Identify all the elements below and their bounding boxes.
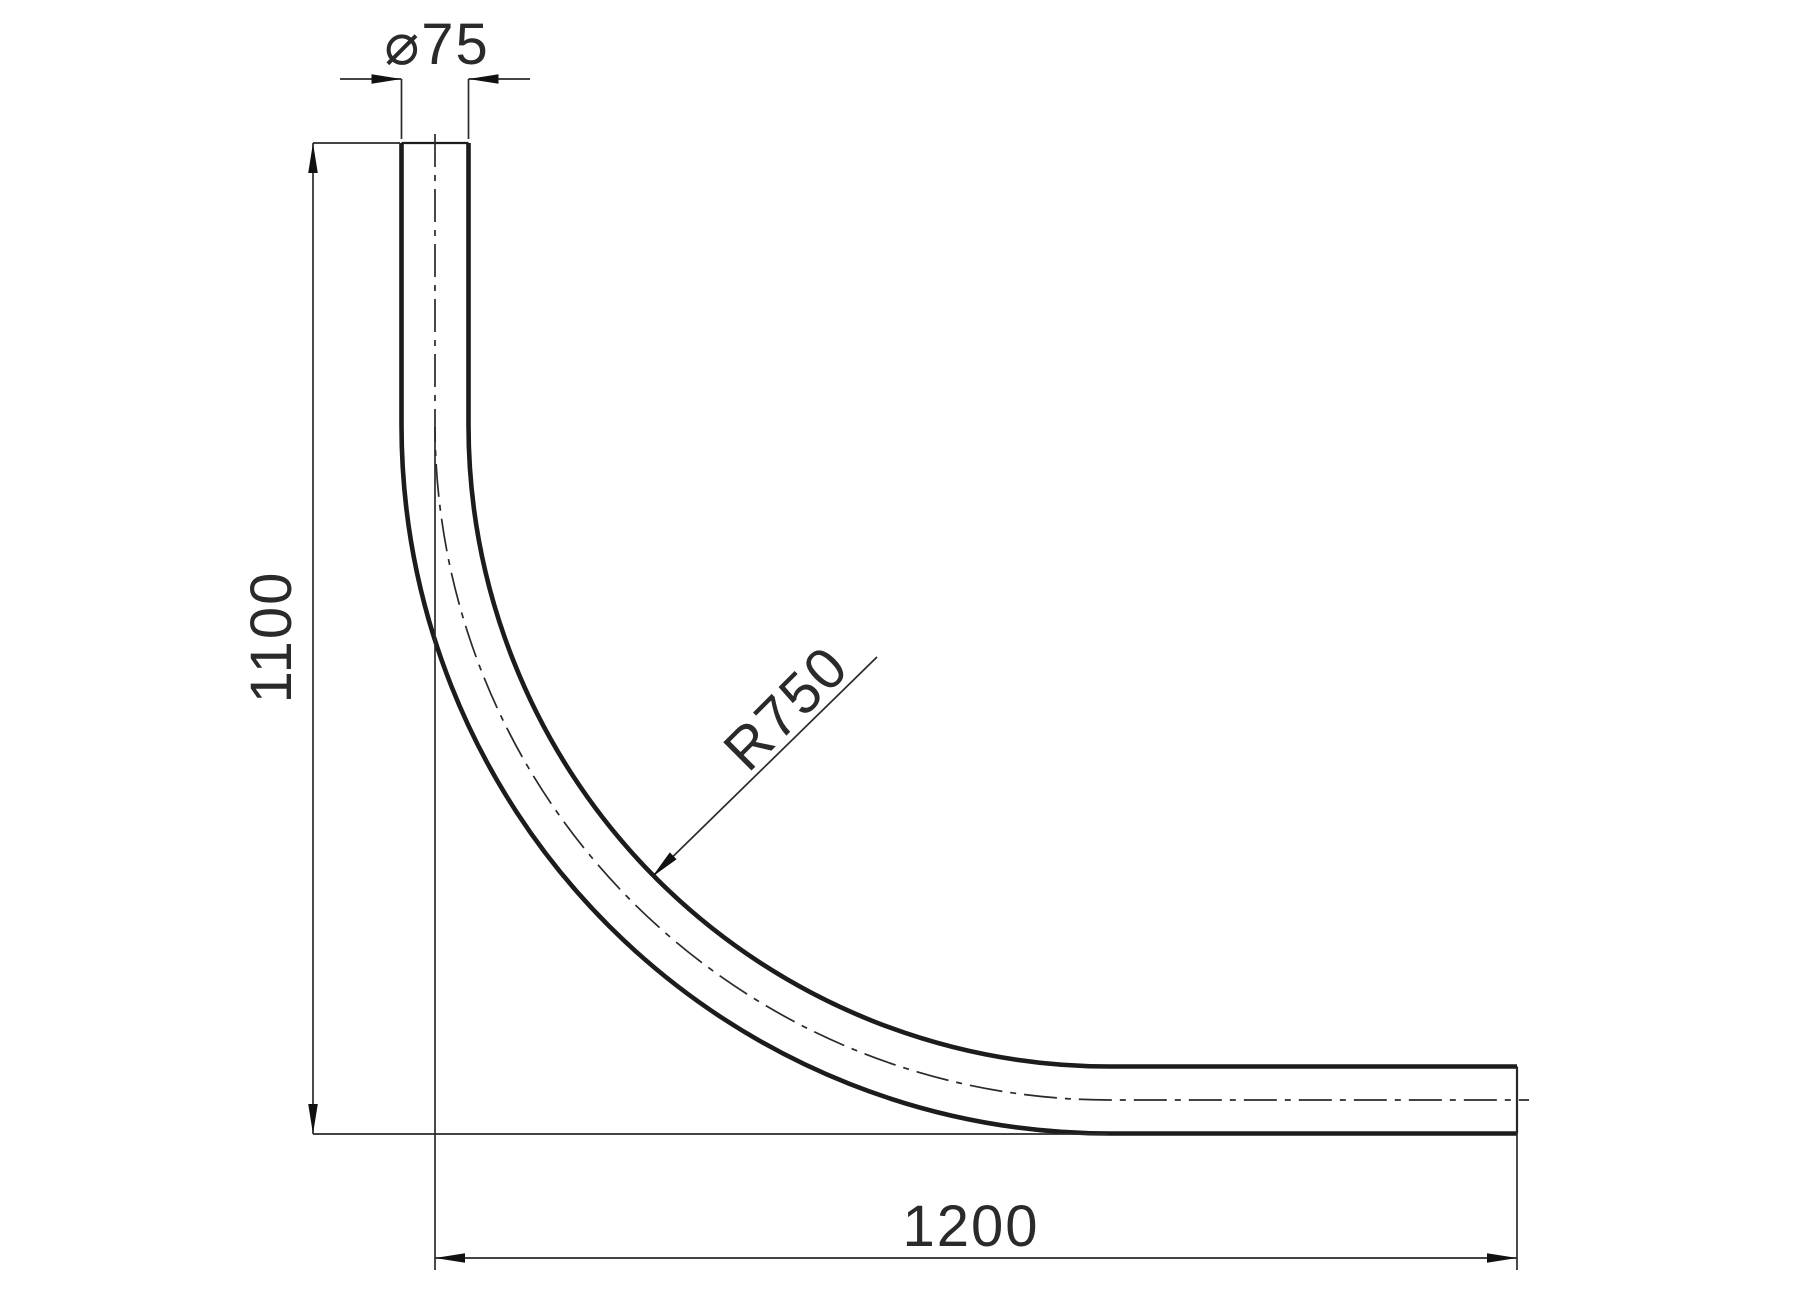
length-arrowhead-right (1487, 1253, 1517, 1263)
height-arrowhead-top (308, 143, 318, 173)
height-arrowhead-bottom (308, 1104, 318, 1134)
height-dimension-label: 1100 (239, 571, 304, 704)
diameter-arrowhead-left (371, 74, 402, 84)
tube-outer-edge (399, 143, 1517, 1136)
radius-dimension-label: R750 (711, 633, 861, 783)
length-dimension-label: 1200 (902, 1194, 1039, 1259)
tube-inner-edge (466, 143, 1517, 1069)
radius-leader-line (651, 656, 878, 878)
diameter-dimension-label: ⌀75 (384, 12, 489, 77)
diameter-arrowhead-right (468, 74, 499, 84)
height-dimension: 1100 (239, 142, 1108, 1135)
tube-outline (399, 134, 1529, 1136)
tube-centerline (434, 134, 1529, 1101)
radius-arrowhead (652, 852, 677, 877)
length-dimension: 1200 (434, 427, 1518, 1270)
diameter-dimension: ⌀75 (340, 12, 530, 139)
bend-radius-dimension: R750 (651, 633, 878, 878)
length-arrowhead-left (435, 1253, 465, 1263)
